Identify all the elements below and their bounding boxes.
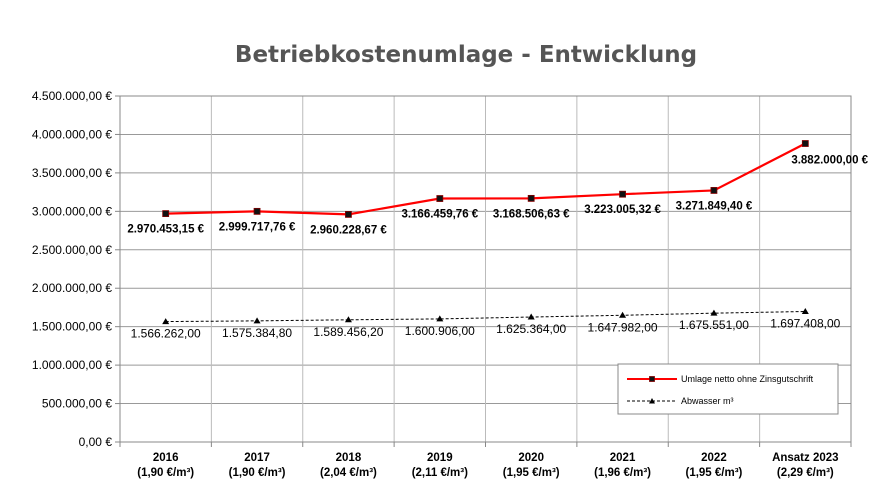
legend: Umlage netto ohne Zinsgutschrift Abwasse…	[617, 363, 839, 415]
data-label-umlage: 3.166.459,76 €	[401, 209, 478, 221]
x-tick-label: 2020	[518, 452, 544, 464]
data-label-umlage: 2.970.453,15 €	[127, 224, 204, 236]
x-axis: 2016 (1,90 €/m³) 2017 (1,90 €/m³) 2018 (2,04 …	[119, 442, 852, 479]
data-label-abwasser: 1.647.982,00	[588, 320, 658, 334]
y-tick-label: 4.500.000,00 €	[32, 89, 112, 103]
data-label-abwasser: 1.625.364,00	[496, 322, 566, 336]
x-tick-label: 2022	[701, 452, 727, 464]
y-tick-label: 1.000.000,00 €	[32, 358, 112, 372]
x-tick-sublabel: (2,29 €/m³)	[777, 467, 834, 479]
x-tick-label: 2016	[153, 452, 179, 464]
y-tick-label: 3.000.000,00 €	[32, 204, 112, 218]
data-point-umlage	[345, 210, 352, 218]
data-label-umlage: 3.271.849,40 €	[676, 200, 753, 212]
legend-label-umlage: Umlage netto ohne Zinsgutschrift	[681, 374, 814, 384]
x-tick-sublabel: (1,95 €/m³)	[685, 467, 742, 479]
data-label-umlage: 3.223.005,32 €	[584, 204, 661, 216]
data-point-umlage	[253, 207, 261, 215]
y-tick-label: 2.000.000,00 €	[32, 281, 112, 295]
data-point-umlage	[527, 194, 535, 202]
x-tick-sublabel: (1,95 €/m³)	[503, 467, 560, 479]
y-tick-label: 1.500.000,00 €	[32, 320, 112, 334]
data-point-abwasser	[253, 317, 261, 324]
legend-marker-umlage	[649, 376, 655, 382]
series-line-abwasser	[165, 310, 806, 323]
data-labels: 2.970.453,15 € 2.999.717,76 € 2.960.228,67…	[127, 155, 868, 341]
x-tick-sublabel: (1,90 €/m³)	[137, 467, 194, 479]
chart-title: Betriebkostenumlage - Entwicklung	[235, 42, 697, 68]
data-point-abwasser	[527, 313, 535, 320]
x-tick-sublabel: (1,90 €/m³)	[229, 467, 286, 479]
data-point-abwasser	[344, 316, 352, 323]
data-point-abwasser	[436, 315, 444, 322]
data-point-abwasser	[162, 318, 170, 325]
y-axis: 0,00 € 500.000,00 € 1.000.000,00 € 1.500.00…	[32, 89, 120, 449]
data-point-umlage	[619, 190, 626, 198]
data-point-abwasser	[710, 309, 718, 316]
data-label-abwasser: 1.600.906,00	[405, 324, 475, 338]
y-tick-label: 4.000.000,00 €	[32, 127, 112, 141]
x-tick-label: 2019	[427, 452, 453, 464]
data-label-abwasser: 1.566.262,00	[131, 327, 201, 341]
legend-box	[617, 363, 839, 415]
data-label-abwasser: 1.589.456,20	[313, 325, 383, 339]
y-tick-label: 500.000,00 €	[42, 397, 112, 411]
grid-lines	[120, 95, 851, 443]
x-tick-sublabel: (2,04 €/m³)	[320, 467, 377, 479]
data-label-umlage: 3.168.506,63 €	[493, 208, 570, 220]
x-tick-sublabel: (1,96 €/m³)	[594, 467, 651, 479]
data-label-abwasser: 1.697.408,00	[770, 316, 840, 330]
series-line-umlage	[165, 142, 806, 216]
series-layer	[162, 140, 809, 325]
y-tick-label: 0,00 €	[79, 435, 113, 449]
x-tick-label: 2021	[610, 452, 636, 464]
x-tick-label: Ansatz 2023	[772, 452, 838, 464]
legend-marker-abwasser	[649, 398, 655, 404]
legend-label-abwasser: Abwasser m³	[681, 396, 734, 406]
y-tick-label: 3.500.000,00 €	[32, 166, 112, 180]
data-label-abwasser: 1.575.384,80	[222, 326, 292, 340]
data-label-umlage: 2.960.228,67 €	[310, 224, 387, 236]
y-tick-label: 2.500.000,00 €	[32, 243, 112, 257]
x-tick-label: 2017	[244, 452, 270, 464]
data-label-umlage: 2.999.717,76 €	[219, 221, 296, 233]
x-tick-label: 2018	[336, 452, 362, 464]
data-point-umlage	[436, 195, 444, 202]
data-label-abwasser: 1.675.551,00	[679, 318, 749, 332]
x-tick-sublabel: (2,11 €/m³)	[412, 467, 468, 479]
data-point-abwasser	[801, 307, 809, 314]
data-label-umlage: 3.882.000,00 €	[791, 155, 868, 167]
data-point-umlage	[710, 187, 718, 194]
data-point-abwasser	[619, 311, 627, 318]
data-point-umlage	[162, 210, 170, 218]
data-point-umlage	[801, 140, 809, 147]
